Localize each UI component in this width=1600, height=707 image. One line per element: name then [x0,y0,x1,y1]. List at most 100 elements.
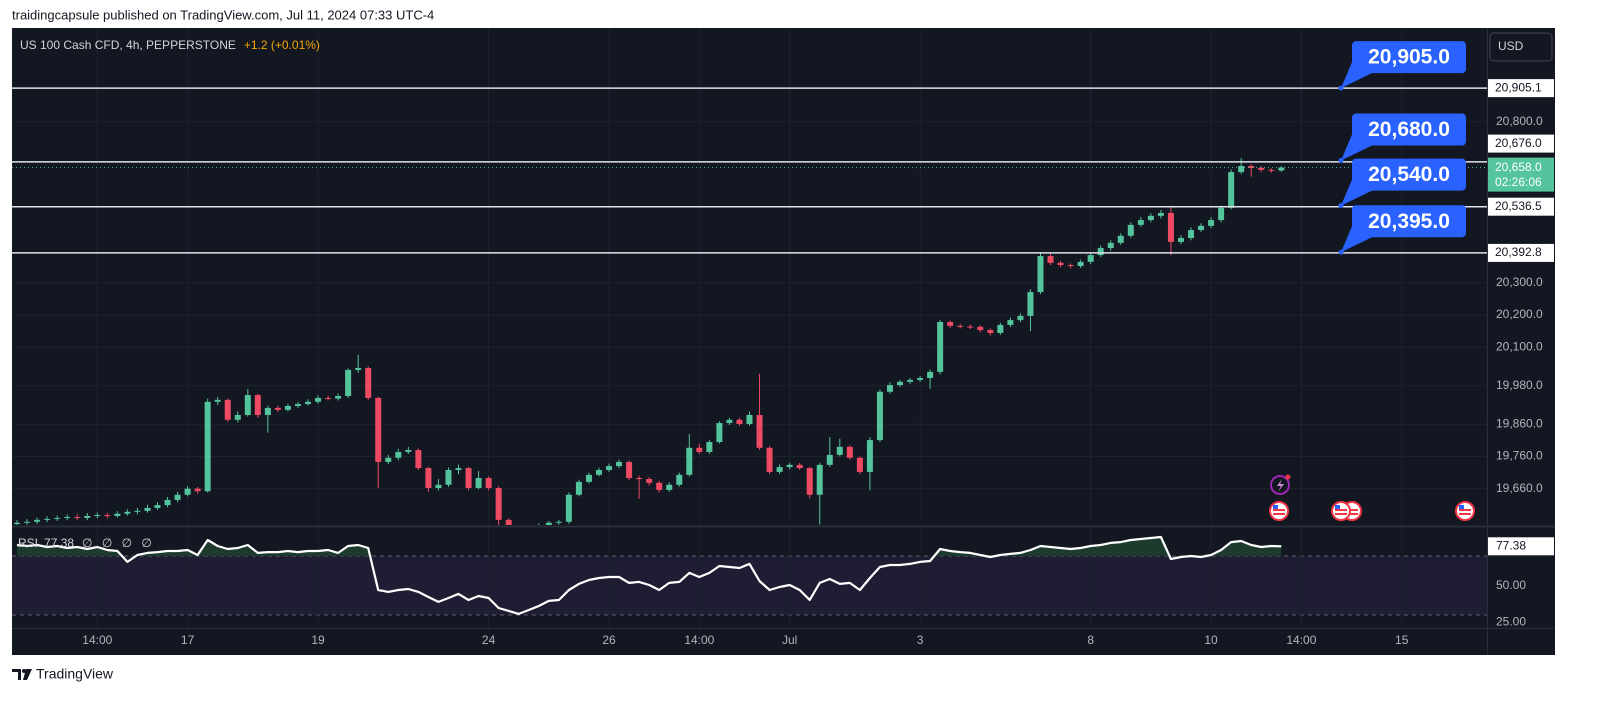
y-tick-label: 19,660.0 [1496,481,1543,495]
candle-body [746,414,753,424]
candle-body [646,478,653,483]
candle-body [114,513,121,516]
symbol-legend: US 100 Cash CFD, 4h, PEPPERSTONE [20,38,236,52]
candle-body [14,522,21,525]
candle-body [545,522,552,525]
event-icon [1285,474,1291,480]
callout-box [1352,205,1466,238]
callout-anchor [1338,249,1344,255]
callout-label: 20,395.0 [1368,210,1450,233]
flag-icon [1269,501,1289,521]
callout-pointer [1341,179,1372,206]
candle-body [1167,212,1174,242]
level-tag-label: 20,905.1 [1495,80,1542,94]
candle-body [1127,224,1134,236]
candle-body [736,419,743,424]
candle-body [656,482,663,490]
candle-body [565,494,572,522]
candle-body [234,414,241,420]
countdown-label: 02:26:06 [1495,175,1542,189]
candle-body [204,401,211,492]
level-tag [1488,197,1554,216]
candle-body [947,322,954,326]
chart-panel [12,28,1555,655]
x-tick-label: 17 [181,633,195,647]
candle-body [184,488,191,495]
level-tag [1488,134,1554,153]
last-price-label: 20,658.0 [1495,160,1542,174]
candle-body [274,407,281,410]
x-tick-label: 15 [1395,633,1409,647]
candle-body [495,488,502,520]
candle-body [244,395,251,415]
candle-body [445,469,452,485]
candle-body [927,371,934,378]
candle-body [1077,261,1084,267]
candle-body [395,451,402,458]
candle-body [1187,230,1194,239]
candle-body [595,469,602,475]
y-tick-label: 19,860.0 [1496,416,1543,430]
last-price-tag [1488,157,1554,192]
candle-body [214,399,221,402]
candle-body [606,466,613,470]
y-tick-label: 20,800.0 [1496,114,1543,128]
currency-label[interactable]: USD [1498,39,1524,53]
callout-anchor [1338,85,1344,91]
candle-body [345,369,352,397]
candle-body [756,414,763,448]
candle-body [144,507,151,511]
x-tick-label: 3 [917,633,924,647]
candle-body [174,494,181,500]
candle-body [24,521,31,523]
candle-body [796,464,803,469]
candle-body [977,326,984,331]
logo-mark [23,669,32,680]
candle-body [987,330,994,333]
candle-body [826,454,833,465]
candle-body [94,515,101,517]
candle-body [836,446,843,455]
flag-icon [1331,501,1351,521]
rsi-tick-label: 25.00 [1496,614,1526,628]
candle-body [485,478,492,489]
candle-body [164,499,171,506]
candle-body [786,464,793,468]
candle-body [465,468,472,489]
y-tick-label: 19,760.0 [1496,449,1543,463]
candle-body [124,511,131,514]
y-tick-label: 20,100.0 [1496,339,1543,353]
candle-body [505,519,512,525]
candle-body [1137,220,1144,225]
callout-pointer [1341,134,1372,161]
event-icons [1269,474,1475,521]
callout-box [1352,113,1466,146]
callout-label: 20,540.0 [1368,163,1450,186]
callout-box [1352,41,1466,74]
rsi-marks [16,535,1282,615]
candle-body [1057,262,1064,266]
candle-body [917,377,924,380]
candle-body [375,397,382,462]
callout-anchor [1338,158,1344,164]
candle-body [224,399,231,420]
y-tick-label: 19,980.0 [1496,378,1543,392]
candle-body [886,385,893,392]
price-marks [14,157,1285,525]
currency-button[interactable] [1489,32,1553,62]
candle-body [706,442,713,452]
rsi-line [16,535,1282,615]
candle-body [1107,242,1114,249]
candle-body [1067,265,1074,267]
flag-icon [1455,501,1475,521]
candle-body [415,450,422,469]
y-tick-label: 20,200.0 [1496,307,1543,321]
rsi-legend-name: RSI [18,536,38,550]
level-tag [1488,243,1554,262]
candle-body [1157,212,1164,216]
candle-body [194,488,201,492]
candle-body [425,468,432,489]
candle-body [1258,167,1265,170]
candle-body [335,396,342,399]
candle-body [44,518,51,520]
